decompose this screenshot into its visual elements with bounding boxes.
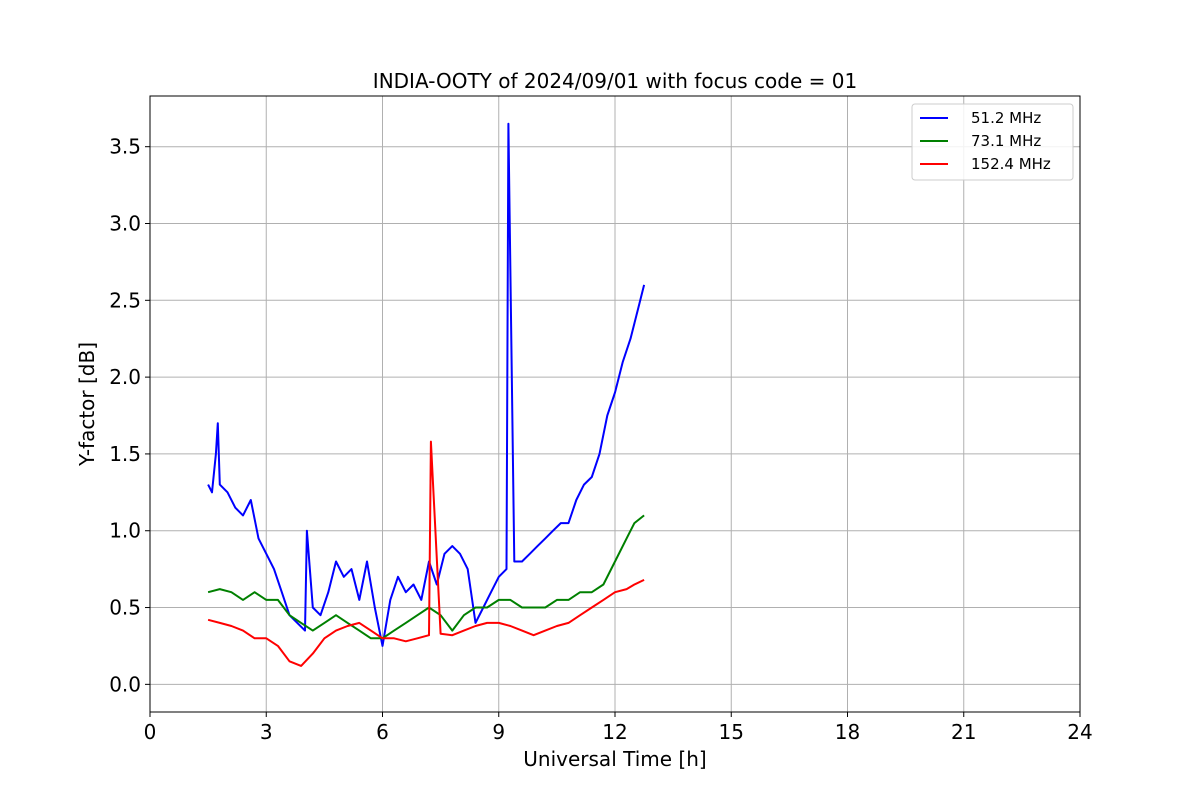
- y-tick-label: 2.0: [109, 365, 141, 389]
- series-line-2: [207, 440, 645, 667]
- legend-label: 73.1 MHz: [971, 132, 1041, 150]
- y-tick-label: 3.0: [109, 212, 141, 236]
- y-tick-label: 1.5: [109, 442, 141, 466]
- legend: 51.2 MHz 73.1 MHz 152.4 MHz: [911, 103, 1074, 181]
- x-tick-label: 12: [602, 720, 627, 744]
- y-axis-label: Y-factor [dB]: [75, 342, 99, 467]
- x-tick-label: 21: [951, 720, 976, 744]
- chart-title: INDIA-OOTY of 2024/09/01 with focus code…: [373, 69, 857, 93]
- x-tick-label: 3: [260, 720, 273, 744]
- legend-label: 152.4 MHz: [971, 155, 1051, 173]
- x-axis-label: Universal Time [h]: [523, 747, 706, 771]
- x-tick-label: 18: [835, 720, 860, 744]
- x-tick-label: 6: [376, 720, 389, 744]
- y-tick-label: 0.0: [109, 672, 141, 696]
- series-line-0: [207, 122, 646, 647]
- x-tick-label: 0: [144, 720, 157, 744]
- legend-label: 51.2 MHz: [971, 109, 1041, 127]
- x-tick-label: 15: [719, 720, 744, 744]
- x-tick-label: 9: [492, 720, 505, 744]
- axis-ticks: 0 3 6 9 12 15 18 21 24 0.0 0.5 1.0 1.5 2.0 2.5 3.0 3.5: [109, 135, 1093, 744]
- legend-box: [911, 103, 1074, 181]
- y-tick-label: 2.5: [109, 288, 141, 312]
- y-tick-label: 0.5: [109, 596, 141, 620]
- plot-series: [207, 122, 646, 667]
- y-tick-label: 1.0: [109, 519, 141, 543]
- x-tick-label: 24: [1067, 720, 1092, 744]
- y-tick-label: 3.5: [109, 135, 141, 159]
